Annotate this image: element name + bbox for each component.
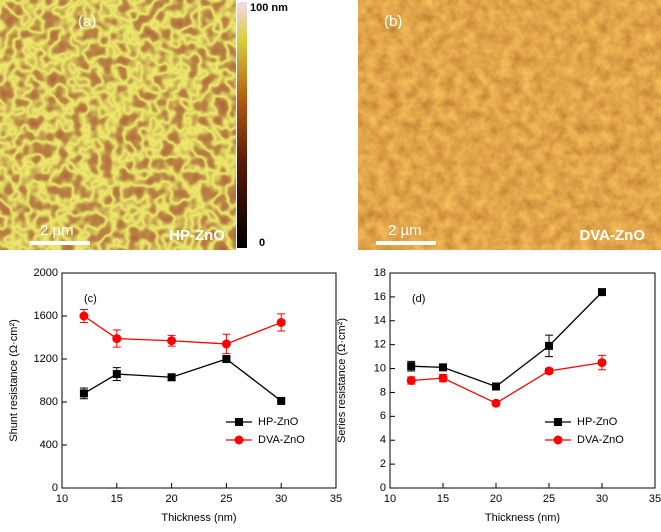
x-tick-label: 20 <box>490 493 502 505</box>
data-point <box>79 311 89 321</box>
legend-label: HP-ZnO <box>577 416 618 428</box>
legend-marker <box>234 435 244 445</box>
y-tick-label: 400 <box>40 439 58 451</box>
x-tick-label: 30 <box>275 493 287 505</box>
x-tick-label: 20 <box>165 493 177 505</box>
y-tick-label: 6 <box>380 410 386 422</box>
x-tick-label: 25 <box>220 493 232 505</box>
legend-label: DVA-ZnO <box>577 434 624 446</box>
data-point <box>221 339 231 349</box>
data-point <box>492 382 500 391</box>
legend-marker <box>554 418 562 426</box>
data-point <box>438 373 448 383</box>
x-tick-label: 25 <box>543 493 555 505</box>
legend-marker <box>553 435 563 445</box>
data-point <box>112 370 121 379</box>
afm-image-b <box>358 0 661 250</box>
data-point <box>439 363 447 372</box>
data-point <box>167 373 176 382</box>
data-point <box>277 396 286 405</box>
data-point <box>79 389 88 398</box>
x-tick-label: 10 <box>56 493 68 505</box>
plot-frame <box>61 272 337 489</box>
panel-label: (b) <box>384 13 402 30</box>
x-tick-label: 10 <box>384 493 396 505</box>
x-tick-label: 30 <box>596 493 608 505</box>
y-tick-label: 1200 <box>34 353 58 365</box>
data-point <box>222 355 231 363</box>
x-axis-label: Thickness (nm) <box>485 512 560 524</box>
data-point <box>167 336 177 346</box>
y-tick-label: 1600 <box>34 310 58 322</box>
data-point <box>545 341 553 350</box>
y-tick-label: 800 <box>40 396 58 408</box>
sample-label: HP-ZnO <box>169 227 225 244</box>
x-tick-label: 35 <box>330 493 342 505</box>
colorbar-max: 100 nm <box>250 2 288 14</box>
sample-label: DVA-ZnO <box>579 227 645 244</box>
legend-label: DVA-ZnO <box>258 434 305 446</box>
y-tick-label: 2 <box>380 458 386 470</box>
series-line <box>83 358 282 402</box>
data-point <box>598 288 606 297</box>
data-point <box>276 317 286 327</box>
legend-marker <box>235 418 243 426</box>
y-axis-label: Shunt resistance (Ω·cm²) <box>8 319 20 442</box>
colorbar <box>237 2 247 248</box>
y-tick-label: 10 <box>374 362 386 374</box>
plot-frame <box>389 272 656 489</box>
y-tick-label: 18 <box>374 267 386 279</box>
afm-image-a <box>0 0 236 250</box>
y-tick-label: 12 <box>374 339 386 351</box>
y-tick-label: 16 <box>374 291 386 303</box>
data-point <box>112 334 122 344</box>
y-tick-label: 0 <box>380 482 386 494</box>
data-point <box>597 358 607 368</box>
x-axis-label: Thickness (nm) <box>161 512 236 524</box>
x-tick-label: 35 <box>649 493 661 505</box>
y-tick-label: 0 <box>52 482 58 494</box>
legend-label: HP-ZnO <box>258 416 299 428</box>
y-tick-label: 4 <box>380 434 386 446</box>
y-tick-label: 2000 <box>34 267 58 279</box>
panel-label: (d) <box>412 293 425 305</box>
data-point <box>407 362 416 371</box>
x-tick-label: 15 <box>437 493 449 505</box>
scale-bar <box>376 241 436 245</box>
colorbar-min: 0 <box>259 237 265 249</box>
series-line <box>411 291 603 388</box>
panel-label: (c) <box>84 293 97 305</box>
scale-bar-label: 2 µm <box>388 222 422 239</box>
panel-label: (a) <box>78 13 96 30</box>
scale-bar <box>30 241 90 245</box>
y-axis-label: Series resistance (Ω·cm²) <box>336 318 348 443</box>
data-point <box>406 376 416 385</box>
x-tick-label: 15 <box>111 493 123 505</box>
y-tick-label: 14 <box>374 315 386 327</box>
data-point <box>491 398 501 408</box>
data-point <box>544 366 554 376</box>
y-tick-label: 8 <box>380 386 386 398</box>
scale-bar-label: 2 µm <box>40 222 74 239</box>
